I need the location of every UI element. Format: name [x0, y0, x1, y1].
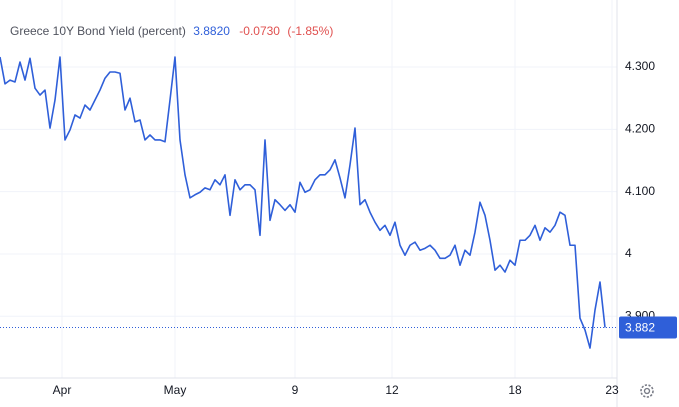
x-tick-label: 9 — [292, 383, 299, 397]
x-tick-label: 12 — [385, 383, 399, 397]
y-tick-label: 4 — [625, 246, 632, 260]
y-tick-label: 4.300 — [625, 59, 655, 73]
last-price: 3.8820 — [193, 24, 230, 38]
settings-icon[interactable] — [640, 384, 654, 398]
chart-title: Greece 10Y Bond Yield (percent) — [10, 24, 186, 38]
change-percent: (-1.85%) — [287, 24, 333, 38]
x-tick-label: Apr — [53, 383, 72, 397]
y-tick-label: 4.200 — [625, 121, 655, 135]
x-tick-label: 23 — [605, 383, 619, 397]
x-tick-label: May — [164, 383, 187, 397]
header: Greece 10Y Bond Yield (percent) 3.8820 -… — [10, 24, 333, 38]
change: -0.0730 — [239, 24, 280, 38]
y-tick-label: 4.100 — [625, 184, 655, 198]
x-tick-label: 18 — [508, 383, 522, 397]
last-price-box — [619, 316, 677, 339]
last-price-label: 3.882 — [625, 321, 655, 335]
price-line — [0, 56, 606, 349]
